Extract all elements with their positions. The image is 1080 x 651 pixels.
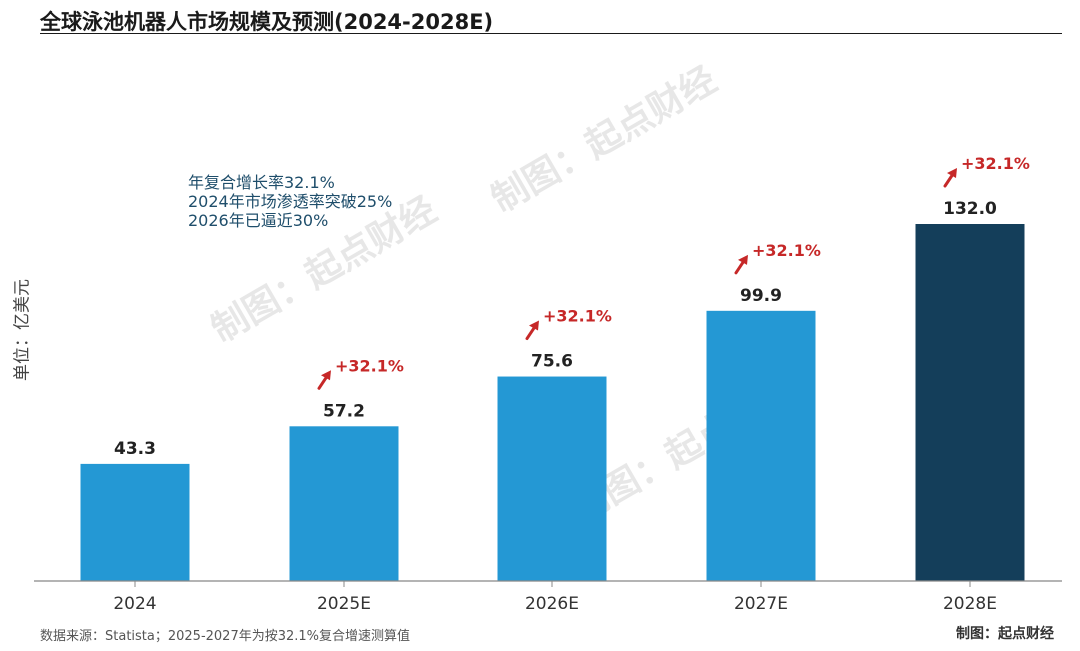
growth-arrowhead-icon: [529, 320, 539, 331]
y-axis-label: 单位：亿美元: [12, 279, 33, 381]
bar-2024: [80, 463, 190, 581]
growth-label: +32.1%: [752, 241, 821, 260]
chart-title: 全球泳池机器人市场规模及预测(2024-2028E): [40, 10, 494, 34]
source-note: 数据来源：Statista；2025-2027年为按32.1%复合增速测算值: [40, 629, 411, 644]
value-label: 132.0: [943, 199, 997, 219]
bar-2028E: [915, 224, 1025, 581]
value-label: 57.2: [323, 401, 365, 421]
x-ticks-layer: [134, 581, 971, 587]
growth-arrowhead-icon: [738, 254, 748, 265]
bar-2025E: [289, 426, 399, 581]
growth-arrowhead-icon: [321, 370, 331, 381]
bar-2027E: [706, 310, 816, 581]
growth-arrowhead-icon: [947, 168, 957, 178]
growth-arrow-icon: [525, 325, 537, 341]
growth-annotation: 年复合增长率32.1% 2024年市场渗透率突破25% 2026年已逼近30%: [188, 173, 392, 230]
annotation-line-cagr: 年复合增长率32.1%: [188, 173, 335, 192]
growth-label: +32.1%: [335, 356, 404, 375]
growth-label: +32.1%: [961, 154, 1030, 173]
annotation-line-2026: 2026年已逼近30%: [188, 211, 329, 230]
value-label: 43.3: [114, 439, 156, 459]
growth-arrow-icon: [734, 259, 746, 275]
watermark-text: 制图：起点财经: [485, 59, 724, 221]
growth-arrow-icon: [317, 374, 329, 390]
x-tick-label: 2027E: [734, 594, 788, 614]
annotation-line-2024: 2024年市场渗透率突破25%: [188, 192, 393, 211]
x-tick-label: 2025E: [317, 594, 371, 614]
bars-layer: [80, 224, 1025, 581]
title-divider: [40, 33, 1062, 34]
value-label: 99.9: [740, 286, 782, 306]
growth-arrow-icon: [943, 172, 955, 188]
x-tick-label: 2028E: [943, 594, 997, 614]
growth-label: +32.1%: [543, 307, 612, 326]
value-label: 75.6: [531, 352, 573, 372]
x-tick-label: 2024: [113, 594, 156, 614]
credit-label: 制图：起点财经: [956, 626, 1054, 642]
labels-layer: 2024 43.3 2025E 57.2 +32.1% 2026E 75.6 +32.1% 20…: [113, 154, 1030, 614]
x-tick-label: 2026E: [525, 594, 579, 614]
bar-2026E: [497, 376, 607, 581]
